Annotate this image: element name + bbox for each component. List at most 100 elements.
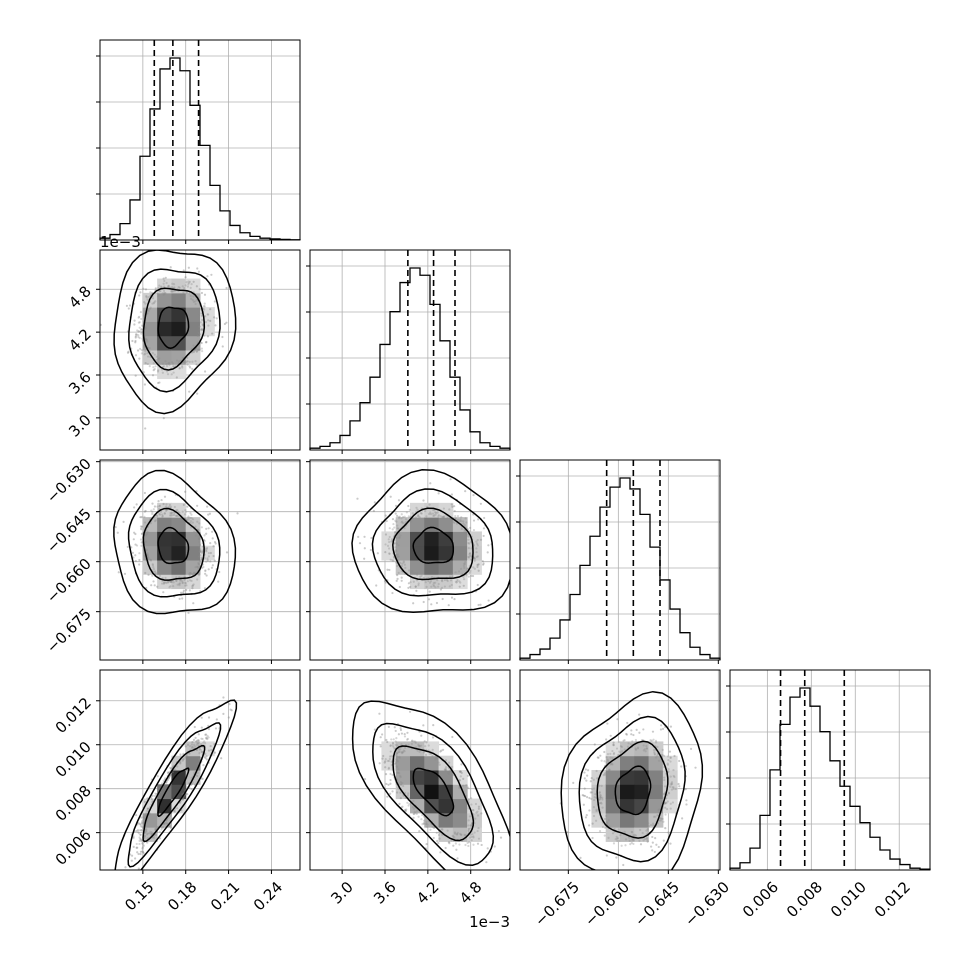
sample-point — [617, 828, 620, 831]
sample-point — [592, 806, 595, 809]
sample-point — [222, 712, 225, 715]
density-cell — [185, 307, 201, 322]
sample-point — [435, 757, 438, 760]
sample-point — [407, 792, 410, 795]
sample-point — [157, 358, 160, 361]
sample-point — [178, 582, 181, 585]
sample-point — [631, 839, 634, 842]
sample-point — [171, 290, 174, 293]
sample-point — [670, 781, 674, 784]
sample-point — [459, 775, 462, 778]
sample-point — [204, 321, 208, 324]
sample-point — [499, 836, 503, 839]
sample-point — [137, 334, 140, 337]
sample-point — [477, 807, 480, 810]
sample-point — [198, 544, 202, 547]
sample-point — [444, 766, 448, 769]
sample-point — [593, 798, 596, 802]
contour-line — [351, 469, 510, 614]
sample-point — [117, 571, 120, 574]
sample-point — [439, 514, 442, 518]
density-cell — [395, 770, 411, 785]
sample-point — [185, 588, 188, 592]
sample-point — [171, 514, 174, 517]
sample-point — [133, 531, 136, 534]
sample-point — [395, 760, 398, 763]
y-tick-label: −0.645 — [43, 505, 95, 557]
sample-point — [197, 741, 200, 744]
sample-point — [162, 582, 166, 585]
sample-point — [596, 756, 599, 759]
sample-point — [181, 597, 184, 600]
sample-point — [172, 513, 176, 517]
sample-point — [191, 367, 194, 370]
density-cell — [438, 531, 454, 547]
sample-point — [396, 751, 399, 754]
x-tick-label: −0.660 — [581, 878, 633, 930]
sample-point — [603, 750, 606, 754]
sample-point — [476, 563, 479, 567]
sample-point — [651, 849, 654, 852]
sample-point — [191, 360, 194, 363]
sample-point — [406, 737, 410, 741]
sample-point — [181, 798, 185, 801]
sample-point — [616, 837, 620, 840]
sample-point — [140, 828, 143, 832]
sample-point — [425, 842, 428, 846]
sample-point — [407, 504, 410, 508]
sample-point — [448, 842, 451, 845]
sample-point — [213, 751, 217, 754]
sample-point — [136, 349, 140, 352]
sample-point — [486, 551, 489, 554]
sample-point — [144, 534, 147, 537]
sample-point — [603, 760, 606, 763]
sample-point — [201, 746, 204, 749]
sample-point — [392, 559, 395, 562]
sample-point — [138, 823, 141, 826]
sample-point — [200, 559, 203, 562]
panel-frame — [309, 669, 511, 871]
sample-point — [172, 365, 175, 368]
sample-point — [403, 515, 406, 518]
sample-point — [399, 728, 403, 732]
density-cell — [438, 574, 454, 590]
sample-point — [592, 814, 596, 818]
sample-point — [205, 532, 208, 535]
sample-point — [389, 744, 392, 747]
sample-point — [388, 568, 391, 572]
sample-point — [376, 552, 379, 555]
sample-point — [463, 523, 466, 527]
sample-point — [665, 802, 668, 805]
sample-point — [396, 765, 399, 769]
sample-point — [615, 835, 618, 838]
sample-point — [387, 759, 391, 763]
sample-point — [191, 746, 195, 749]
sample-point — [447, 771, 450, 774]
sample-point — [134, 339, 137, 343]
sample-point — [140, 516, 143, 519]
sample-point — [162, 826, 165, 829]
sample-point — [398, 750, 401, 753]
sample-point — [392, 738, 395, 741]
sample-point — [458, 519, 462, 523]
sample-point — [475, 547, 478, 550]
sample-point — [167, 284, 170, 288]
sample-point — [157, 295, 160, 298]
sample-point — [469, 552, 472, 555]
sample-point — [400, 576, 403, 579]
sample-point — [631, 740, 634, 743]
sample-point — [201, 323, 204, 326]
sample-point — [159, 290, 162, 293]
sample-point — [163, 495, 167, 498]
sample-point — [194, 302, 197, 306]
density-cell — [467, 545, 482, 561]
sample-point — [437, 514, 441, 517]
sample-point — [373, 728, 377, 731]
x-tick-label: 0.006 — [739, 878, 782, 921]
sample-point — [477, 569, 480, 572]
sample-point — [400, 521, 403, 524]
sample-point — [450, 503, 453, 506]
sample-point — [384, 581, 387, 584]
sample-point — [163, 279, 166, 283]
sample-point — [450, 583, 453, 587]
